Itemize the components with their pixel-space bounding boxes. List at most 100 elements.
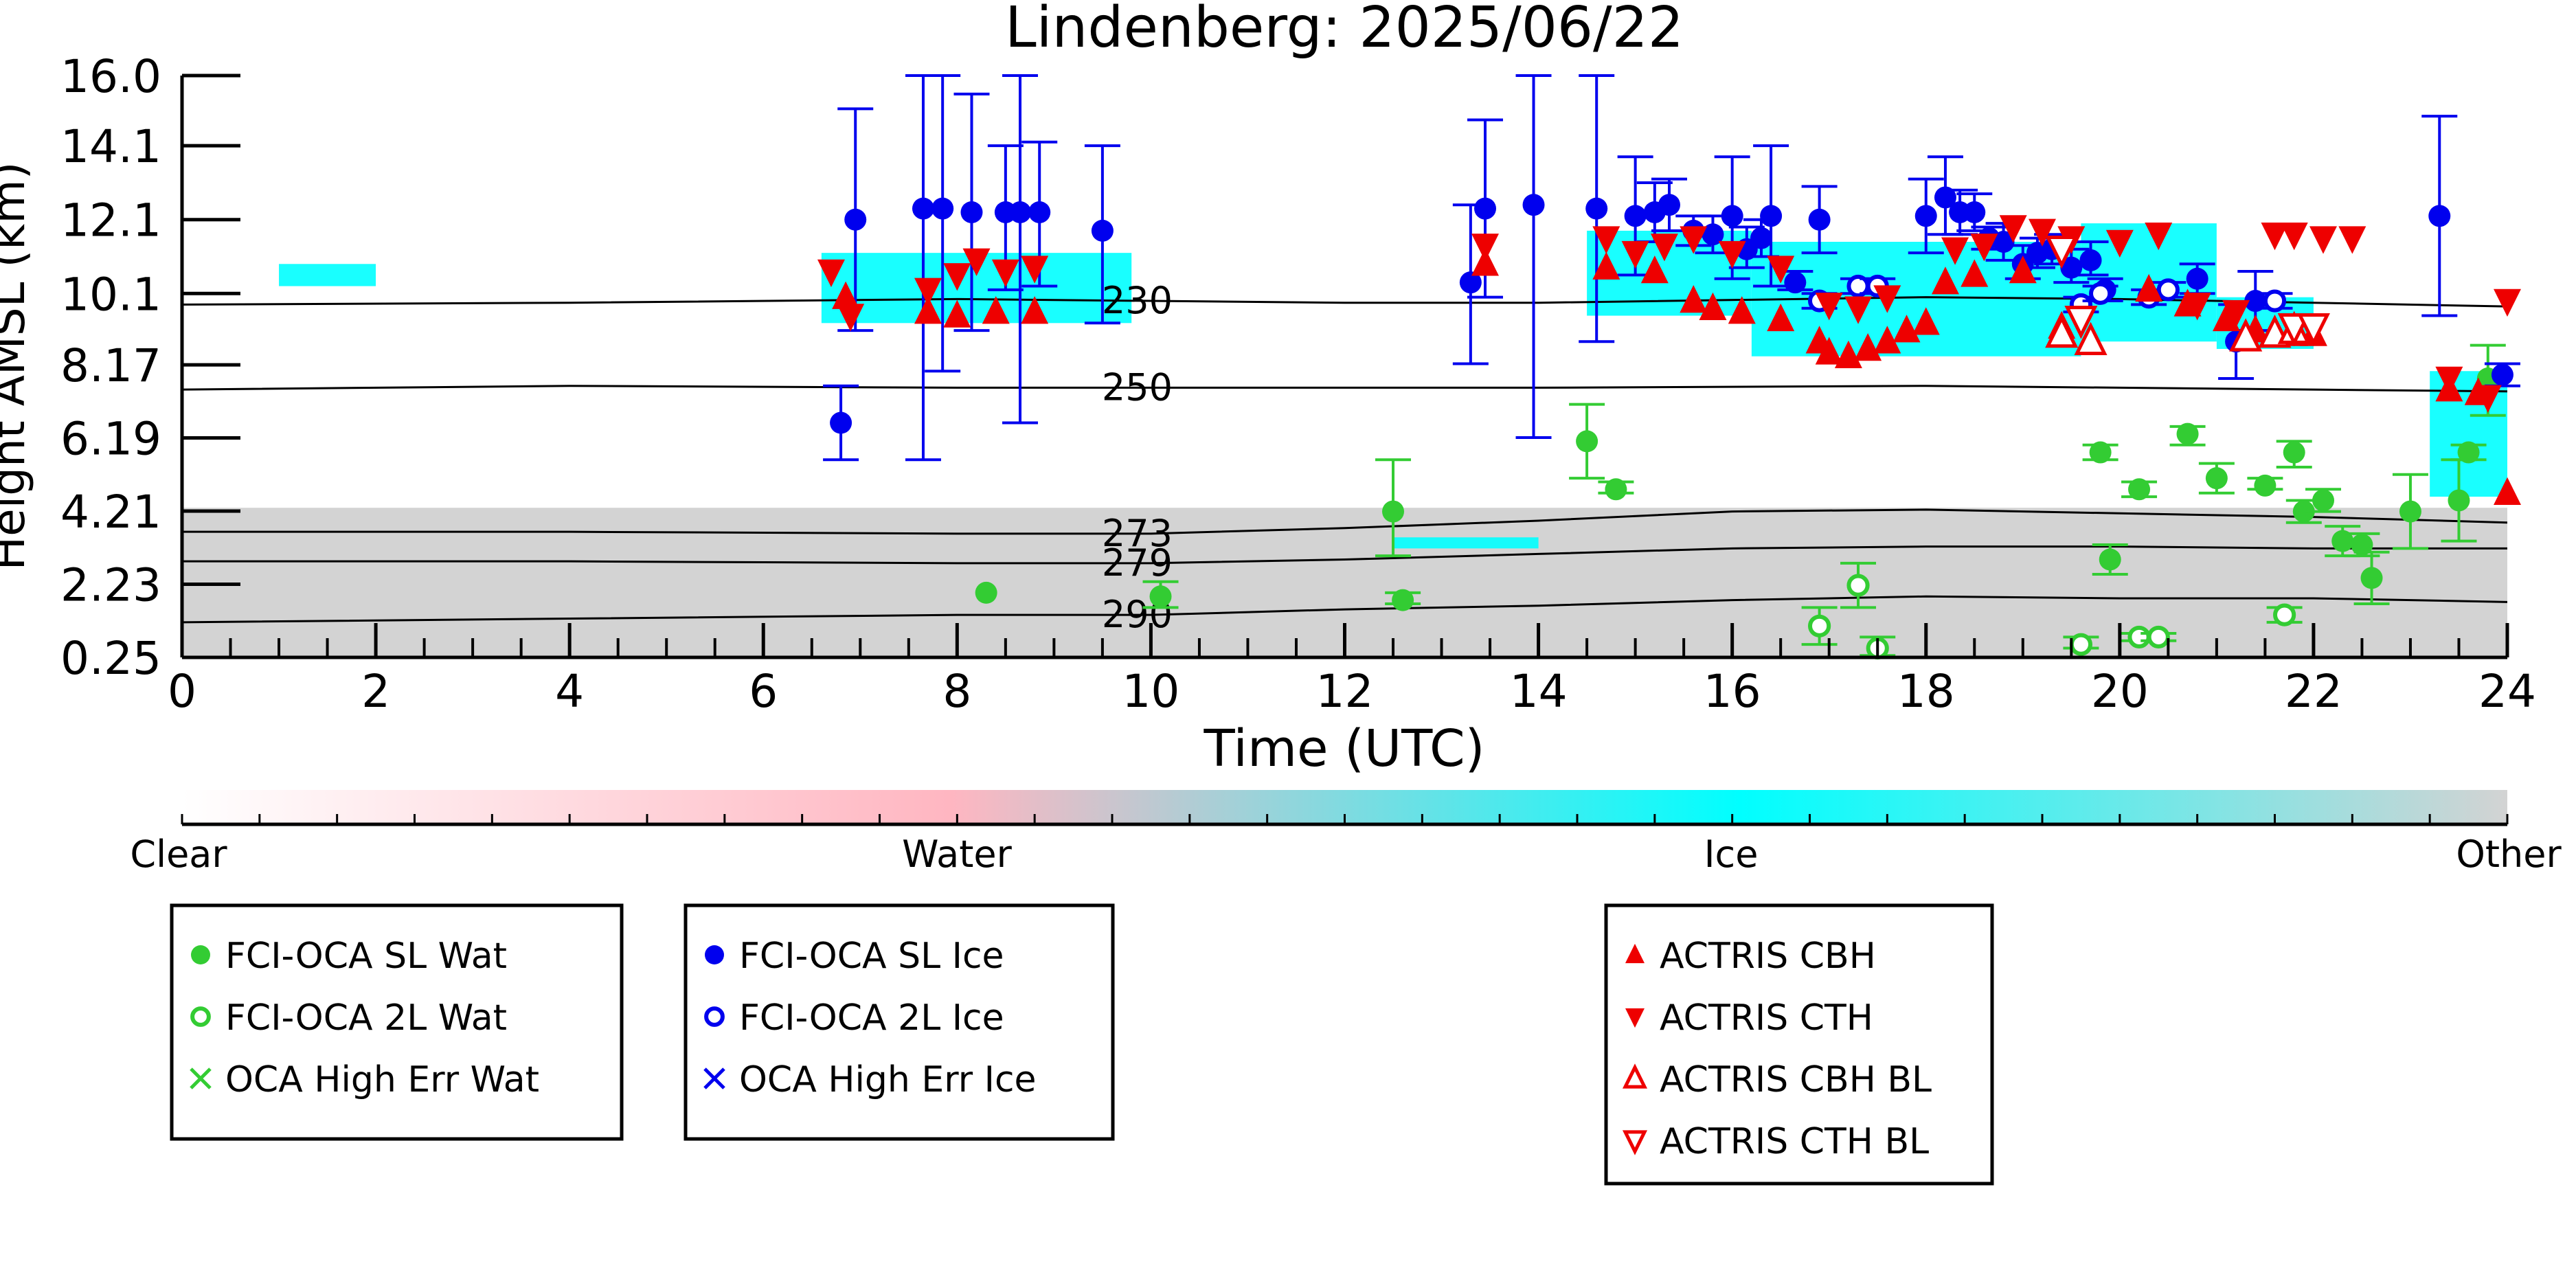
legend-label: FCI-OCA 2L Wat (225, 997, 507, 1039)
cloud-region-ice (279, 264, 376, 286)
data-point (2263, 289, 2287, 313)
data-point (1767, 256, 1795, 284)
data-point (1459, 271, 1482, 294)
legend-label: FCI-OCA SL Ice (739, 936, 1004, 977)
x-tick-label: 22 (2285, 665, 2342, 718)
data-point (1844, 296, 1873, 324)
data-point (1767, 303, 1795, 332)
colorbar-label-water: Water (902, 833, 1012, 876)
legend-label: FCI-OCA 2L Ice (739, 997, 1004, 1039)
data-point (2045, 236, 2079, 269)
series-actris-cbh (832, 248, 2521, 505)
data-point (1658, 194, 1680, 216)
data-point (1784, 271, 1807, 294)
x-tick-label: 4 (555, 665, 584, 718)
y-tick-label: 12.1 (60, 194, 161, 247)
isotherm-line-250 (182, 385, 2507, 393)
data-point (1702, 223, 1724, 246)
data-point (1931, 267, 1959, 295)
data-point (1471, 248, 1500, 276)
data-point (1592, 226, 1620, 254)
data-point (1474, 197, 1497, 220)
x-tick-label: 20 (2091, 665, 2149, 718)
legend-box-3: ACTRIS CBH ACTRIS CTH ACTRIS CBH BL ACTRIS … (1604, 903, 1994, 1186)
data-point (2244, 290, 2267, 313)
data-point (2147, 625, 2170, 649)
data-point (982, 296, 1010, 324)
data-point (2338, 226, 2366, 254)
legend-label: ACTRIS CTH BL (1660, 1121, 1929, 1162)
isotherm-label-279: 279 (1102, 541, 1173, 585)
legend-label: ACTRIS CBH BL (1660, 1059, 1932, 1100)
data-point (1699, 292, 1727, 321)
data-point (2474, 385, 2502, 413)
legends: FCI-OCA SL Wat FCI-OCA 2L Wat OCA High Err… (170, 903, 1994, 1186)
data-point (2186, 267, 2208, 290)
data-point (931, 197, 954, 220)
data-point (2494, 477, 2521, 505)
data-point (1522, 194, 1545, 216)
isotherm-line-230 (182, 296, 2507, 308)
data-point (2064, 306, 2098, 339)
x-tick-label: 0 (168, 665, 196, 718)
data-point (2309, 226, 2338, 254)
data-point (2222, 300, 2250, 328)
x-tick-label: 12 (1316, 665, 1374, 718)
legend-label: ACTRIS CBH (1660, 936, 1876, 977)
y-tick-label: 10.1 (60, 268, 161, 321)
colorbar-label-other: Other (2456, 833, 2562, 876)
data-point (943, 300, 971, 328)
data-point (2261, 222, 2289, 251)
data-point (912, 197, 934, 220)
data-point (1750, 227, 1772, 249)
data-point (2099, 548, 2121, 571)
data-point (1912, 307, 1940, 335)
cloud-region-ice (1393, 537, 1539, 549)
data-point (2183, 293, 2211, 321)
x-tick-label: 2 (361, 665, 390, 718)
phase-colorbar: Clear Water Ice Other (130, 790, 2562, 876)
data-point (991, 259, 1019, 288)
colorbar-label-ice: Ice (1704, 833, 1759, 876)
legend-frame (170, 903, 624, 1141)
x-tick-label: 14 (1510, 665, 1568, 718)
legend-marker (190, 1067, 212, 1089)
data-point (914, 278, 942, 306)
legend-label: OCA High Err Ice (739, 1059, 1037, 1100)
data-point (1021, 296, 1049, 324)
y-tick-label: 6.19 (60, 413, 161, 466)
data-point (2312, 489, 2335, 512)
data-point (1970, 234, 1998, 262)
data-point (2089, 441, 2112, 464)
data-point (2331, 530, 2354, 552)
y-tick-label: 2.23 (60, 559, 161, 612)
data-point (2428, 205, 2451, 227)
data-point (844, 208, 867, 231)
data-point (2074, 321, 2108, 355)
data-point (1576, 430, 1598, 453)
isotherm-line-290 (182, 595, 2507, 624)
data-point (1605, 478, 1627, 501)
data-point (975, 581, 997, 604)
data-point (1846, 574, 1870, 597)
axes: 0 2 4 6 8 10 12 14 16 18 20 22 2416.014.112.110.18.1… (60, 50, 2536, 718)
y-tick-label: 0.25 (60, 632, 161, 685)
data-point (1471, 234, 1500, 262)
data-point (1592, 251, 1620, 280)
legend-marker (1625, 1008, 1645, 1028)
data-point (1721, 205, 1743, 227)
isotherm-label-250: 250 (1102, 365, 1173, 409)
data-point (2273, 603, 2296, 626)
data-point (2145, 222, 2173, 251)
data-point (1934, 186, 1956, 209)
data-point (830, 411, 852, 434)
data-point (962, 248, 991, 276)
data-point (1834, 340, 1862, 368)
y-axis-label: Height AMSL (km) (0, 162, 35, 571)
legend-label: ACTRIS CTH (1660, 997, 1873, 1039)
isotherm-label-273: 273 (1102, 512, 1173, 555)
data-point (1992, 231, 2015, 253)
isotherm-line-273 (182, 508, 2507, 535)
data-point (2360, 567, 2383, 589)
data-point (2283, 441, 2305, 464)
